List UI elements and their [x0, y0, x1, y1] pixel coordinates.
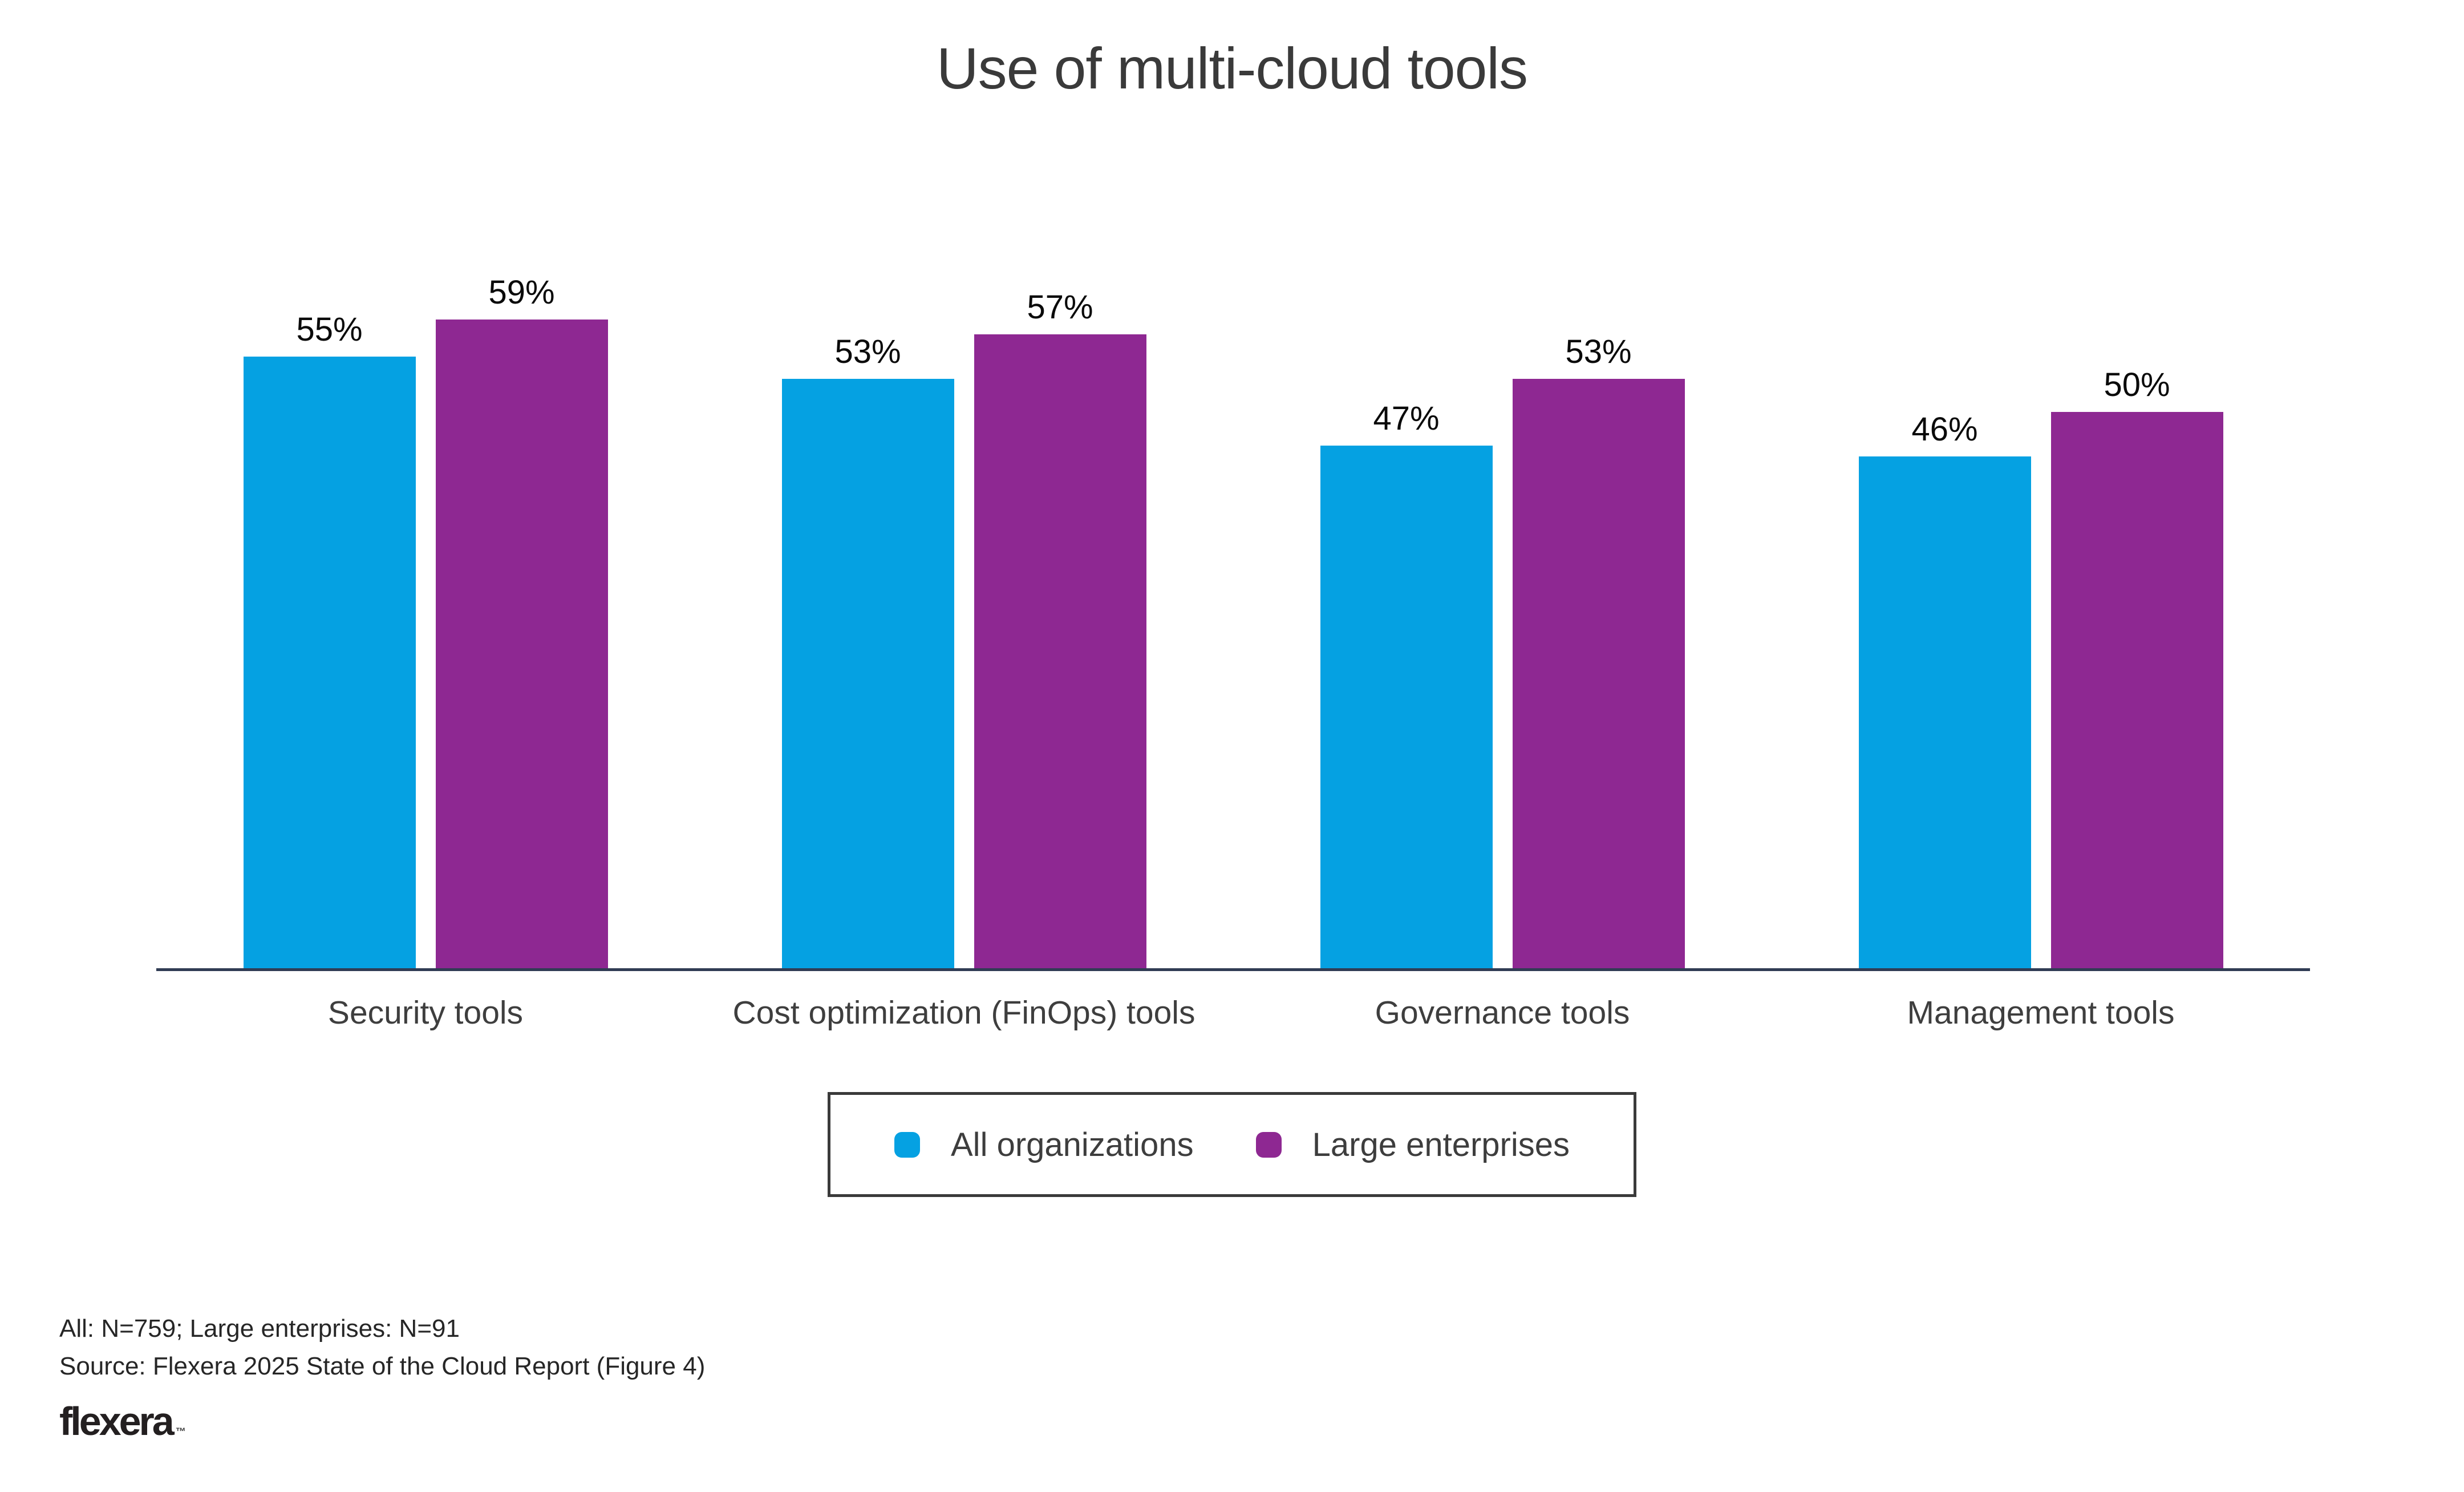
legend-item: All organizations [894, 1126, 1194, 1164]
flexera-logo: flexera ™ [59, 1401, 705, 1441]
bar-with-label: 59% [435, 274, 608, 968]
bar-with-label: 47% [1320, 276, 1493, 968]
x-axis-label: Governance tools [1375, 994, 1630, 1031]
legend-label: All organizations [951, 1126, 1194, 1163]
bar-group: 55% 59% [156, 276, 695, 968]
bar-value-label: 53% [834, 333, 901, 370]
bar-with-label: 46% [1858, 276, 2031, 968]
legend-label: Large enterprises [1312, 1126, 1570, 1163]
bar [781, 378, 954, 968]
source-note: Source: Flexera 2025 State of the Cloud … [59, 1352, 706, 1380]
legend-swatch-icon [894, 1131, 920, 1158]
bar-value-label: 46% [1911, 411, 1978, 448]
bar-value-label: 55% [296, 310, 363, 348]
trademark-icon: ™ [175, 1426, 186, 1437]
x-axis-label: Management tools [1907, 994, 2175, 1031]
bar-with-label: 57% [974, 276, 1146, 968]
flexera-logo-text: flexera [59, 1399, 175, 1444]
bar [974, 334, 1146, 968]
x-axis-labels: Security tools Cost optimization (FinOps)… [156, 994, 2310, 1032]
bar-chart-plot-area: 55% 59% 53% 57% 47% 53% 46% 50% [156, 276, 2310, 968]
bar [435, 320, 608, 968]
bar-with-label: 50% [2050, 276, 2223, 968]
bar-group: 53% 57% [695, 276, 1233, 968]
bar [1320, 445, 1493, 968]
bar-value-label: 59% [488, 274, 555, 311]
bar-value-label: 50% [2104, 366, 2170, 403]
x-axis-label: Cost optimization (FinOps) tools [732, 994, 1195, 1031]
chart-legend: All organizations Large enterprises [828, 1092, 1636, 1197]
bar-with-label: 55% [243, 276, 416, 968]
legend-item: Large enterprises [1255, 1126, 1570, 1164]
x-axis-label: Security tools [327, 994, 524, 1031]
bar [1512, 378, 1685, 968]
legend-swatch-icon [1255, 1131, 1282, 1158]
chart-title: Use of multi-cloud tools [936, 36, 1528, 101]
bar-value-label: 47% [1373, 399, 1440, 437]
bar [2050, 412, 2223, 968]
x-axis-line [156, 968, 2310, 971]
sample-size-note: All: N=759; Large enterprises: N=91 [59, 1315, 460, 1343]
bar-value-label: 57% [1027, 288, 1093, 326]
bar-group: 46% 50% [1772, 276, 2310, 968]
bar [243, 356, 416, 968]
footer: All: N=759; Large enterprises: N=91 Sour… [59, 1310, 705, 1441]
bar-with-label: 53% [781, 276, 954, 968]
bar [1858, 456, 2031, 968]
bar-with-label: 53% [1512, 276, 1685, 968]
bar-value-label: 53% [1565, 333, 1632, 370]
bar-group: 47% 53% [1233, 276, 1772, 968]
